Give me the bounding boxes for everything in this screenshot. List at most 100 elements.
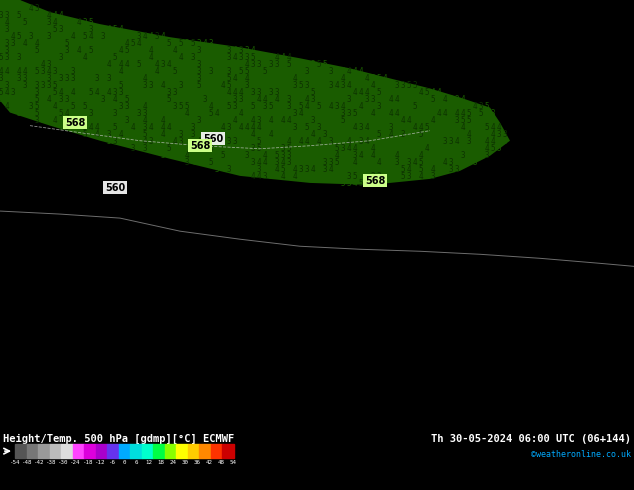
Text: T: T	[250, 426, 256, 435]
Text: 3: 3	[16, 18, 22, 26]
Text: 7: 7	[77, 341, 81, 350]
Text: t: t	[160, 11, 165, 20]
Text: 5: 5	[197, 144, 202, 153]
Text: 5: 5	[586, 187, 592, 196]
Text: 4: 4	[53, 200, 57, 210]
Text: 7: 7	[449, 81, 453, 90]
Text: 4: 4	[617, 53, 621, 62]
Text: T: T	[238, 341, 243, 350]
Text: 4: 4	[449, 285, 453, 294]
Text: t: t	[53, 285, 57, 294]
Text: 7: 7	[449, 320, 453, 329]
Text: 5: 5	[496, 95, 501, 104]
Text: 3: 3	[227, 144, 231, 153]
Text: 4: 4	[197, 334, 202, 343]
Text: 5: 5	[467, 418, 471, 428]
Text: 6: 6	[77, 285, 81, 294]
Text: 4: 4	[491, 3, 495, 13]
Text: 5: 5	[425, 0, 429, 5]
Text: t: t	[389, 412, 393, 420]
Text: 7: 7	[125, 391, 129, 399]
Text: 5: 5	[167, 24, 171, 34]
Text: 5: 5	[527, 405, 531, 414]
Text: 5: 5	[593, 11, 597, 20]
Text: 6: 6	[299, 355, 303, 364]
Text: 6: 6	[311, 32, 315, 41]
Text: 5: 5	[401, 172, 405, 181]
Text: t: t	[491, 221, 495, 231]
Text: 5: 5	[53, 229, 57, 238]
Text: 5: 5	[418, 362, 424, 371]
Text: 7: 7	[551, 397, 555, 407]
Text: 4: 4	[23, 229, 27, 238]
Text: 6: 6	[113, 285, 117, 294]
Text: 6: 6	[293, 179, 297, 189]
Text: 6: 6	[287, 341, 291, 350]
Text: t: t	[574, 221, 579, 231]
Text: 4: 4	[467, 229, 471, 238]
Text: 5: 5	[563, 208, 567, 217]
Text: 6: 6	[508, 95, 514, 104]
Text: 6: 6	[563, 158, 567, 167]
Text: 5: 5	[107, 137, 112, 146]
Text: T: T	[467, 257, 471, 266]
Text: 7: 7	[533, 151, 537, 160]
Text: 5: 5	[11, 426, 15, 435]
Text: t: t	[449, 200, 453, 210]
Text: 7: 7	[238, 348, 243, 357]
Text: 5: 5	[269, 74, 273, 83]
Text: 6: 6	[586, 320, 592, 329]
Text: 5: 5	[623, 278, 627, 287]
Text: 5: 5	[629, 362, 633, 371]
Text: T: T	[413, 208, 417, 217]
Text: 5: 5	[317, 278, 321, 287]
Text: 3: 3	[155, 46, 159, 55]
Text: t: t	[305, 348, 309, 357]
Text: T: T	[406, 229, 411, 238]
Text: 7: 7	[581, 74, 585, 83]
Text: T: T	[209, 348, 213, 357]
Text: 5: 5	[172, 355, 178, 364]
Text: 5: 5	[221, 341, 225, 350]
Text: 5: 5	[0, 426, 3, 435]
Text: 6: 6	[593, 0, 597, 5]
Text: t: t	[574, 285, 579, 294]
Text: 4: 4	[611, 250, 616, 259]
Text: 3: 3	[137, 95, 141, 104]
Text: 7: 7	[557, 46, 561, 55]
Text: 6: 6	[167, 208, 171, 217]
Text: 6: 6	[328, 18, 333, 26]
Text: 4: 4	[233, 306, 237, 315]
Text: 6: 6	[269, 264, 273, 273]
Text: 5: 5	[209, 229, 213, 238]
Text: 4: 4	[47, 137, 51, 146]
Text: T: T	[23, 179, 27, 189]
Text: 6: 6	[143, 3, 147, 13]
Text: 5: 5	[299, 391, 303, 399]
Text: 6: 6	[484, 200, 489, 210]
Text: 5: 5	[29, 306, 34, 315]
Text: 4: 4	[401, 369, 405, 378]
Text: 7: 7	[262, 46, 268, 55]
Text: T: T	[167, 348, 171, 357]
Text: t: t	[545, 221, 549, 231]
Text: 4: 4	[172, 109, 178, 118]
Text: 48: 48	[218, 460, 225, 465]
Text: 6: 6	[335, 264, 339, 273]
Text: 6: 6	[395, 11, 399, 20]
Text: t: t	[598, 292, 604, 301]
Text: T: T	[250, 418, 256, 428]
Text: 4: 4	[281, 397, 285, 407]
Text: 3: 3	[11, 88, 15, 97]
Text: 7: 7	[107, 215, 112, 223]
Text: 4: 4	[359, 116, 363, 125]
Text: 3: 3	[35, 81, 39, 90]
Text: t: t	[479, 158, 483, 167]
Text: 5: 5	[430, 271, 436, 280]
Text: T: T	[137, 306, 141, 315]
Text: 6: 6	[0, 278, 3, 287]
Text: T: T	[521, 221, 526, 231]
Text: 5: 5	[179, 327, 183, 336]
Text: 7: 7	[233, 376, 237, 386]
Text: 4: 4	[23, 158, 27, 167]
